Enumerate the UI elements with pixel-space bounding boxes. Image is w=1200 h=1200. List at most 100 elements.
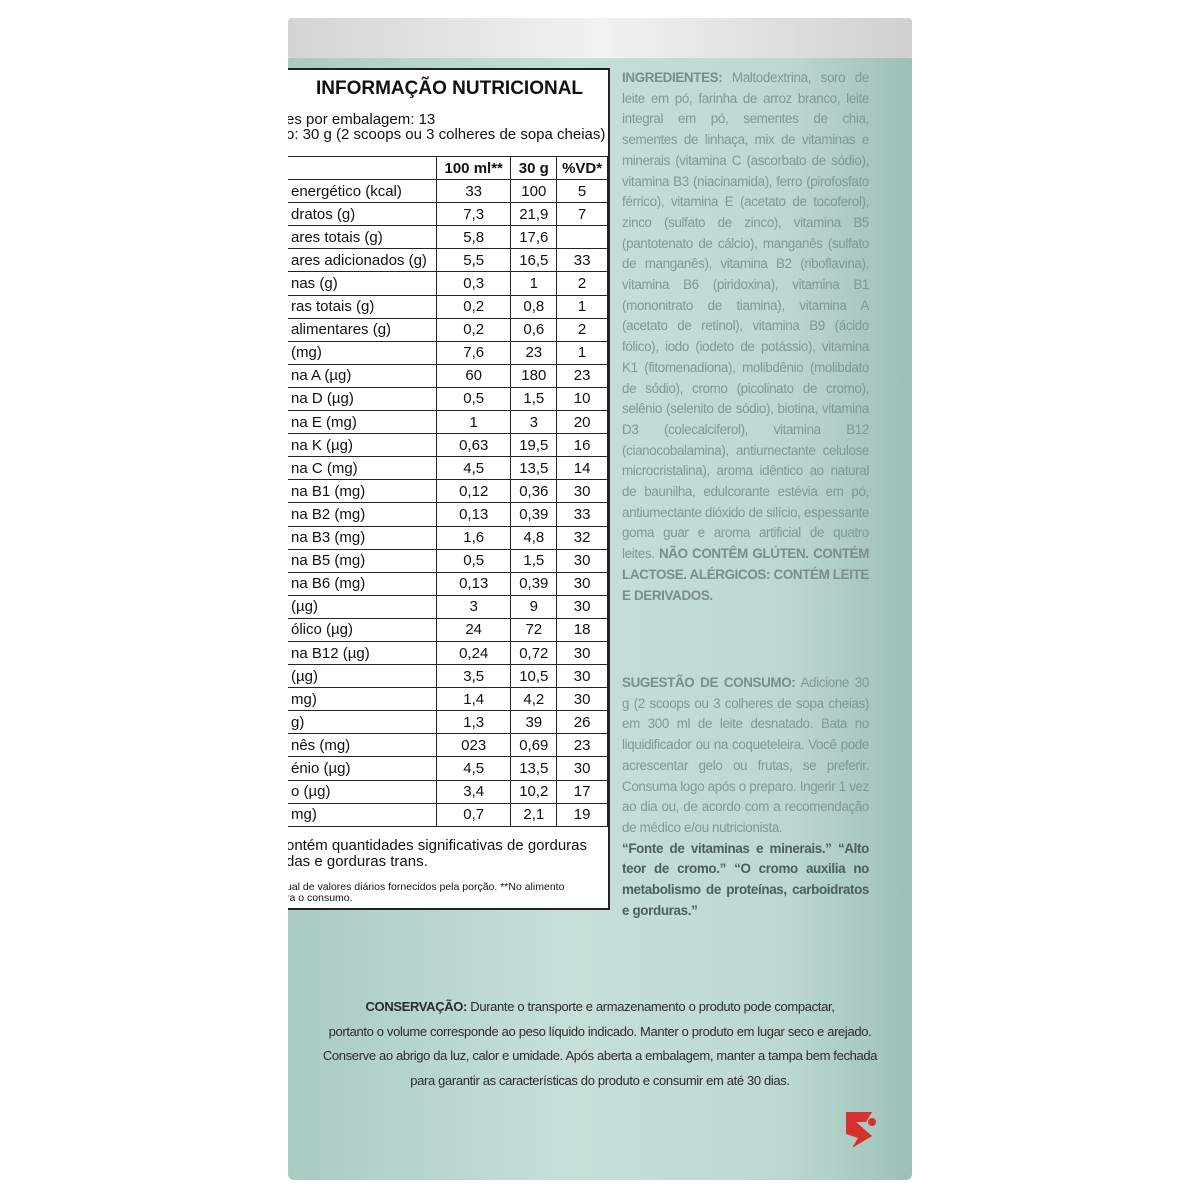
servings: es por embalagem: 13	[288, 111, 436, 128]
nutrient-row: na D (µg) 0,5 1,5 10	[288, 386, 608, 412]
nutrient-row: ras totais (g) 0,2 0,8 1	[288, 294, 608, 319]
nutrient-name: o (µg)	[288, 779, 437, 804]
nutrient-row: nas (g) 0,3 1 2	[288, 271, 608, 296]
value-cell: 23	[556, 363, 608, 388]
value-cell: 32	[556, 525, 608, 550]
value-cell: 10	[556, 386, 608, 412]
can-lid	[288, 18, 912, 60]
value-cell: 3	[435, 594, 512, 619]
nutrient-name: g)	[288, 710, 437, 735]
note-line: das e gorduras trans.	[288, 853, 428, 870]
nutrient-row: na B1 (mg) 0,12 0,36 30	[288, 479, 608, 504]
value-cell: 4,5	[435, 756, 512, 781]
nutrient-row: (µg) 3,5 10,5 30	[288, 664, 608, 689]
value-cell: 0,72	[510, 640, 558, 666]
value-cell: 0,5	[435, 386, 512, 412]
value-cell: 33	[435, 179, 512, 204]
nutrient-name: nês (mg)	[288, 733, 437, 758]
nutrient-row: na B3 (mg) 1,6 4,8 32	[288, 525, 608, 550]
conservation: CONSERVAÇÃO: Durante o transporte e arma…	[300, 995, 900, 1093]
value-cell: 4,2	[510, 687, 558, 712]
value-cell: 1,5	[510, 386, 558, 412]
nutrient-row: (µg) 3 9 30	[288, 594, 608, 619]
nutrient-name: energético (kcal)	[288, 179, 437, 204]
nutrient-name: mg)	[288, 802, 437, 827]
value-cell: 2,1	[510, 802, 558, 827]
header-cell: 100 ml**	[435, 155, 512, 181]
value-cell: 1,4	[435, 687, 512, 712]
ingredients-heading: INGREDIENTES:	[622, 70, 723, 85]
conservation-line: CONSERVAÇÃO: Durante o transporte e arma…	[300, 995, 900, 1020]
value-cell: 16	[556, 433, 608, 458]
header-cell: %VD*	[556, 155, 608, 181]
nutrient-row: na C (mg) 4,5 13,5 14	[288, 456, 608, 481]
value-cell: 100	[510, 179, 558, 204]
value-cell: 5	[556, 179, 608, 204]
ingredients-text: Maltodextrina, soro de leite em pó, fari…	[622, 70, 869, 562]
value-cell: 30	[556, 640, 608, 666]
ingredients: INGREDIENTES: Maltodextrina, soro de lei…	[622, 68, 869, 606]
value-cell: 23	[556, 733, 608, 758]
value-cell: 0,5	[435, 548, 512, 573]
value-cell: 19	[556, 802, 608, 827]
value-cell: 7,3	[435, 202, 512, 227]
value-cell: 24	[435, 617, 512, 642]
value-cell: 0,13	[435, 571, 512, 596]
value-cell: 180	[510, 363, 558, 388]
nutrient-name: na B5 (mg)	[288, 548, 437, 573]
label-title: INFORMAÇÃO NUTRICIONAL	[316, 78, 584, 99]
value-cell: 0,39	[510, 502, 558, 527]
conservation-line: para garantir as características do prod…	[410, 1072, 790, 1088]
nutrient-name: na B3 (mg)	[288, 525, 437, 550]
nutrient-row: (mg) 7,6 23 1	[288, 340, 608, 365]
value-cell: 1	[435, 410, 512, 435]
header-row: 100 ml** 30 g %VD*	[288, 155, 608, 181]
note-line: ontém quantidades significativas de gord…	[288, 837, 588, 854]
nutrient-row: énio (µg) 4,5 13,5 30	[288, 756, 608, 781]
value-cell: 10,2	[510, 779, 558, 804]
value-cell: 7,6	[435, 340, 512, 365]
allergen-warning: NÃO CONTÊM GLÚTEN. CONTÉM LACTOSE. ALÉRG…	[622, 546, 869, 603]
value-cell: 1	[556, 340, 608, 365]
value-cell: 23	[510, 340, 558, 365]
nutrient-name: na B6 (mg)	[288, 571, 437, 596]
nutrient-row: mg) 0,7 2,1 19	[288, 802, 608, 827]
value-cell: 4,8	[510, 525, 558, 550]
nutrient-name: ares totais (g)	[288, 225, 437, 250]
value-cell: 0,7	[435, 802, 512, 827]
value-cell: 30	[556, 664, 608, 689]
nutrient-row: ares totais (g) 5,8 17,6	[288, 225, 608, 250]
value-cell: 13,5	[510, 756, 558, 781]
value-cell: 3,4	[435, 779, 512, 804]
nutrient-name: ólico (µg)	[288, 617, 437, 642]
value-cell: 7	[556, 202, 608, 227]
suggestion-heading: SUGESTÃO DE CONSUMO:	[622, 675, 796, 690]
value-cell: 33	[556, 502, 608, 527]
nutrition-table: 100 ml** 30 g %VD* energético (kcal) 33 100 5 d…	[288, 155, 608, 827]
value-cell: 0,39	[510, 571, 558, 596]
value-cell: 2	[556, 271, 608, 296]
value-cell: 1,6	[435, 525, 512, 550]
value-cell: 1	[510, 271, 558, 296]
note: ontém quantidades significativas de gord…	[288, 838, 587, 870]
nutrient-row: nês (mg) 023 0,69 23	[288, 733, 608, 758]
footnote-line: ual de valores diários fornecidos pela p…	[288, 881, 565, 893]
value-cell: 1,3	[435, 710, 512, 735]
value-cell: 9	[510, 594, 558, 619]
nutrient-name: (µg)	[288, 664, 437, 689]
value-cell: 18	[556, 617, 608, 642]
nutrient-name: ras totais (g)	[288, 294, 437, 319]
suggestion: SUGESTÃO DE CONSUMO: Adicione 30 g (2 sc…	[622, 673, 869, 921]
value-cell: 30	[556, 687, 608, 712]
value-cell: 023	[435, 733, 512, 758]
claims: “Fonte de vitaminas e minerais.” “Alto t…	[622, 840, 869, 918]
nutrient-row: ólico (µg) 24 72 18	[288, 617, 608, 642]
brand-logo	[846, 1112, 876, 1148]
value-cell	[556, 225, 608, 250]
nutrient-row: ares adicionados (g) 5,5 16,5 33	[288, 248, 608, 273]
footnote: ual de valores diários fornecidos pela p…	[288, 882, 564, 904]
value-cell: 14	[556, 456, 608, 481]
conservation-line: portanto o volume corresponde ao peso lí…	[328, 1023, 872, 1039]
nutrient-name: na A (µg)	[288, 363, 437, 388]
